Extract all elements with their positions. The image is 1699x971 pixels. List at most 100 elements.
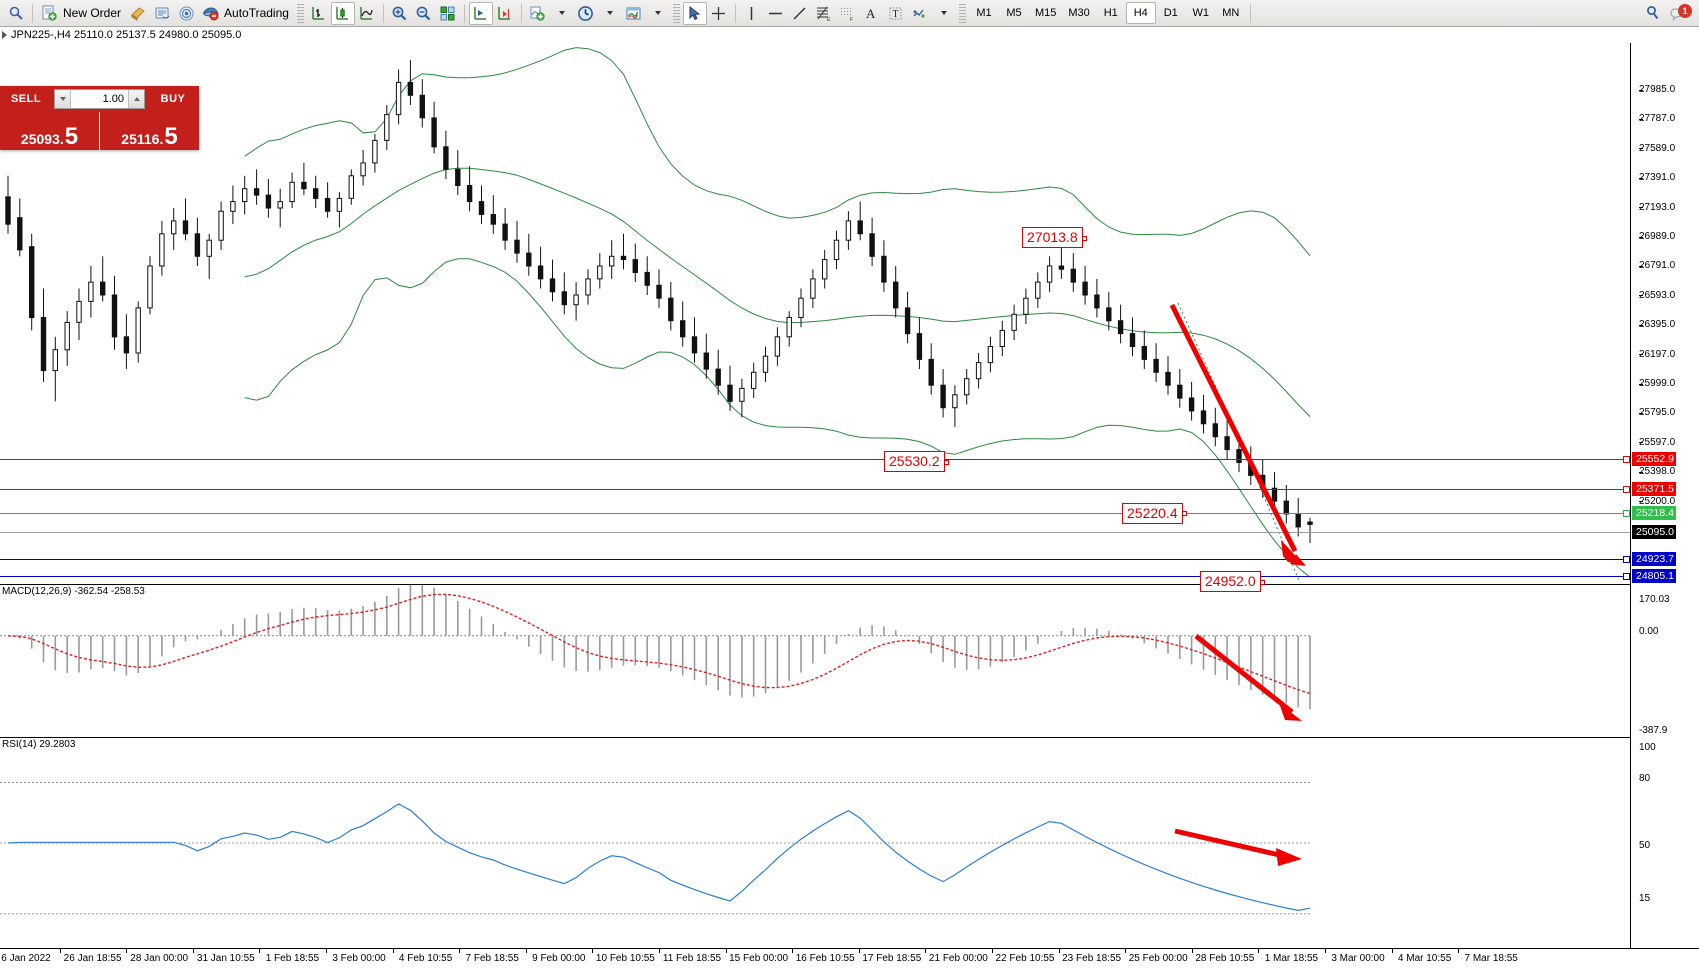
price-label-25218[interactable]: 25218.4 [1632, 506, 1676, 520]
price-label-25371[interactable]: 25371.5 [1632, 482, 1676, 496]
drawings-icon[interactable] [908, 2, 932, 25]
time-tick-label: 4 Feb 10:55 [398, 953, 453, 964]
notification-icon[interactable]: 1 [1665, 2, 1692, 25]
volume-stepper[interactable]: 1.00 [54, 89, 145, 109]
level-line-25552[interactable] [0, 459, 1630, 460]
level-handle-25371[interactable] [1623, 486, 1630, 493]
price-pane[interactable] [0, 43, 1630, 584]
buy-button[interactable]: BUY [160, 93, 186, 105]
rsi-tick-50: 50 [1639, 840, 1651, 851]
timeframe-w1[interactable]: W1 [1192, 7, 1210, 19]
timeframe-m1[interactable]: M1 [976, 7, 992, 19]
period-icon[interactable] [574, 2, 598, 25]
chevron-down-icon-3[interactable] [646, 2, 670, 25]
sell-price[interactable]: 25093 . 5 [0, 112, 99, 150]
level-line-25218[interactable] [0, 513, 1630, 514]
symbol-ohlc-text: JPN225-,H4 25110.0 25137.5 24980.0 25095… [11, 29, 242, 41]
text-icon[interactable]: A [860, 2, 884, 25]
level-line-25371[interactable] [0, 489, 1630, 490]
terminal-window-icon[interactable] [150, 2, 174, 25]
toolbar-grip[interactable] [296, 3, 304, 23]
zoom-in-icon[interactable] [388, 2, 412, 25]
time-tick-label: 1 Feb 18:55 [265, 953, 320, 964]
rsi-pane[interactable] [0, 738, 1630, 948]
price-label-last[interactable]: 25095.0 [1632, 525, 1676, 539]
time-tick-label: 28 Jan 00:00 [130, 953, 189, 964]
timeframe-h1[interactable]: H1 [1103, 7, 1118, 19]
price-label-24805[interactable]: 24805.1 [1632, 569, 1676, 583]
buy-price[interactable]: 25116 . 5 [99, 112, 199, 150]
timeframe-d1[interactable]: D1 [1163, 7, 1178, 19]
autotrading-icon[interactable] [198, 2, 222, 25]
toolbar-grip-2[interactable] [672, 3, 680, 23]
zoom-out-icon[interactable] [412, 2, 436, 25]
macd-tick-bottom: -387.9 [1639, 725, 1668, 736]
toolbar-divider [32, 3, 33, 23]
chart-expand-icon[interactable] [2, 31, 7, 39]
time-axis[interactable]: 6 Jan 2022 26 Jan 18:55 28 Jan 00:00 31 Jan… [0, 948, 1699, 971]
timeframe-m5[interactable]: M5 [1006, 7, 1022, 19]
annotation-25530[interactable]: 25530.2 [884, 451, 945, 472]
line-chart-icon[interactable] [355, 2, 379, 25]
timeframe-m30[interactable]: M30 [1068, 7, 1090, 19]
chevron-down-icon-4[interactable] [932, 2, 956, 25]
level-handle-25552[interactable] [1623, 456, 1630, 463]
annotation-24952[interactable]: 24952.0 [1200, 571, 1261, 592]
fibonacci-icon[interactable]: E [812, 2, 836, 25]
search-symbol-icon[interactable] [4, 2, 28, 25]
rsi-tick-100: 100 [1639, 742, 1656, 753]
time-tick-mark [1325, 949, 1326, 953]
time-tick-mark [1458, 949, 1460, 953]
time-tick-mark [1258, 949, 1260, 953]
price-tick: 25200.0 [1639, 495, 1676, 507]
auto-scroll-icon[interactable] [468, 1, 493, 25]
price-label-25552[interactable]: 25552.9 [1632, 452, 1676, 466]
macd-pane[interactable] [0, 585, 1630, 737]
annotation-25220[interactable]: 25220.4 [1122, 503, 1183, 524]
price-tick: 27985.0 [1639, 84, 1676, 95]
signals-icon[interactable] [174, 2, 198, 25]
volume-increase-button[interactable] [128, 90, 144, 108]
horizontal-line-icon[interactable] [764, 2, 788, 25]
timeframe-mn[interactable]: MN [1222, 7, 1240, 19]
chart-shift-icon[interactable] [493, 2, 517, 25]
buy-price-int: 25116 [121, 131, 160, 147]
metaeditor-icon[interactable] [126, 2, 150, 25]
sell-button[interactable]: SELL [10, 93, 42, 105]
volume-input[interactable]: 1.00 [102, 93, 124, 105]
text-label-icon[interactable]: F [836, 2, 860, 25]
annotation-dot-24952 [1260, 580, 1265, 585]
trendline-icon[interactable] [788, 2, 812, 25]
new-order-button[interactable]: New Order [63, 6, 122, 20]
indicators-icon[interactable] [526, 2, 550, 25]
autotrading-button[interactable]: AutoTrading [224, 6, 289, 20]
level-line-24805[interactable] [0, 576, 1630, 577]
vertical-line-icon[interactable] [740, 2, 764, 25]
timeframe-m15[interactable]: M15 [1034, 7, 1057, 19]
time-tick-label: 23 Feb 18:55 [1062, 953, 1122, 964]
price-tick: 26791.0 [1639, 260, 1676, 272]
annotation-27013[interactable]: 27013.8 [1022, 227, 1083, 248]
price-label-24923[interactable]: 24923.7 [1632, 552, 1676, 566]
search-icon[interactable] [1641, 2, 1665, 25]
level-handle-25218[interactable] [1623, 510, 1630, 517]
level-line-24923[interactable] [0, 559, 1630, 560]
bar-chart-icon[interactable] [307, 2, 331, 25]
volume-decrease-button[interactable] [55, 90, 71, 108]
time-tick-label: 10 Feb 10:55 [595, 953, 655, 964]
timeframe-h4[interactable]: H4 [1125, 2, 1156, 24]
price-axis[interactable]: 27985.0 27787.0 27589.0 27391.0 27193.0 26989… [1630, 43, 1699, 948]
templates-icon[interactable] [622, 2, 646, 25]
toolbar-grip-3[interactable] [958, 3, 966, 23]
chart-canvas[interactable]: SELL 1.00 BUY 25093 . 5 25116 . 5 [0, 43, 1699, 971]
objects-list-icon[interactable]: T [884, 2, 908, 25]
new-order-icon[interactable] [37, 2, 61, 25]
tile-windows-icon[interactable] [436, 2, 460, 25]
candlestick-chart-icon[interactable] [330, 1, 355, 25]
chevron-down-icon-2[interactable] [598, 2, 622, 25]
crosshair-icon[interactable] [707, 2, 731, 25]
chevron-down-icon[interactable] [550, 2, 574, 25]
cursor-icon[interactable] [682, 1, 707, 25]
level-handle-24805[interactable] [1623, 573, 1630, 580]
level-handle-24923[interactable] [1623, 556, 1630, 563]
